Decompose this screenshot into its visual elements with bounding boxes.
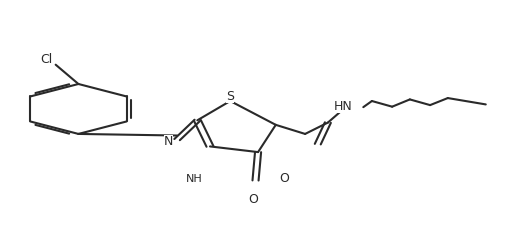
Text: NH: NH xyxy=(185,174,202,184)
Text: O: O xyxy=(279,172,289,185)
Text: HN: HN xyxy=(333,100,352,113)
Text: O: O xyxy=(247,193,258,206)
Text: S: S xyxy=(226,90,234,103)
Text: Cl: Cl xyxy=(40,53,53,66)
Text: N: N xyxy=(164,135,173,148)
